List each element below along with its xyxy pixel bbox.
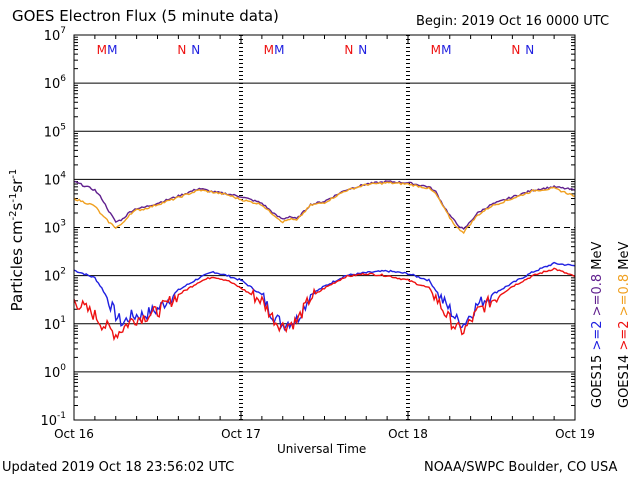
marker-labels: MM NN MM NN MM NN [97,43,535,57]
y-tick-label: 107 [44,26,66,44]
series-line [73,261,576,332]
x-tick-labels: Oct 16 Oct 17 Oct 18 Oct 19 [54,427,595,441]
y-tick-label: 106 [44,74,67,92]
series-line [73,267,576,342]
marker-label: N [525,43,534,57]
y-axis-title: Particles cm-2s-1sr-1 [8,169,26,312]
y-tick-label: 100 [44,363,67,381]
x-tick-label: Oct 19 [555,427,595,441]
day-separators [73,35,576,420]
series-lines [73,180,576,342]
x-axis-label: Universal Time [277,442,367,456]
grid-lines [74,36,575,407]
marker-label: M [264,43,274,57]
y-tick-label: 104 [44,170,67,188]
marker-label: N [177,43,186,57]
x-tick-label: Oct 16 [54,427,94,441]
plot-frame [73,34,576,421]
series-line [73,180,576,230]
y-tick-labels: 107 106 105 104 103 102 101 100 10-1 [40,26,66,429]
y-tick-label: 102 [44,267,66,285]
marker-label: N [358,43,367,57]
marker-label: M [441,43,451,57]
credit-label: NOAA/SWPC Boulder, CO USA [424,460,618,475]
x-tick-label: Oct 18 [388,427,428,441]
marker-label: M [97,43,107,57]
marker-label: N [344,43,353,57]
legend: GOES15 >=2 >=0.8 MeV GOES14 >=2 >=0.8 MeV [590,242,632,408]
begin-date: Begin: 2019 Oct 16 0000 UTC [416,14,610,29]
y-axis-label: Particles cm-2s-1sr-1 [8,169,26,312]
y-tick-label: 10-1 [40,411,66,429]
y-tick-label: 103 [44,219,66,237]
chart-title: GOES Electron Flux (5 minute data) [12,7,279,25]
y-tick-label: 101 [44,315,66,333]
marker-label: M [107,43,117,57]
marker-label: N [511,43,520,57]
marker-label: M [431,43,441,57]
legend-entry: GOES15 >=2 >=0.8 MeV [590,242,605,408]
marker-label: M [274,43,284,57]
x-tick-label: Oct 17 [221,427,261,441]
legend-entry: GOES14 >=2 >=0.8 MeV [617,242,632,408]
series-line [73,181,576,235]
y-tick-label: 105 [44,122,66,140]
updated-timestamp: Updated 2019 Oct 18 23:56:02 UTC [2,460,235,475]
marker-label: N [191,43,200,57]
